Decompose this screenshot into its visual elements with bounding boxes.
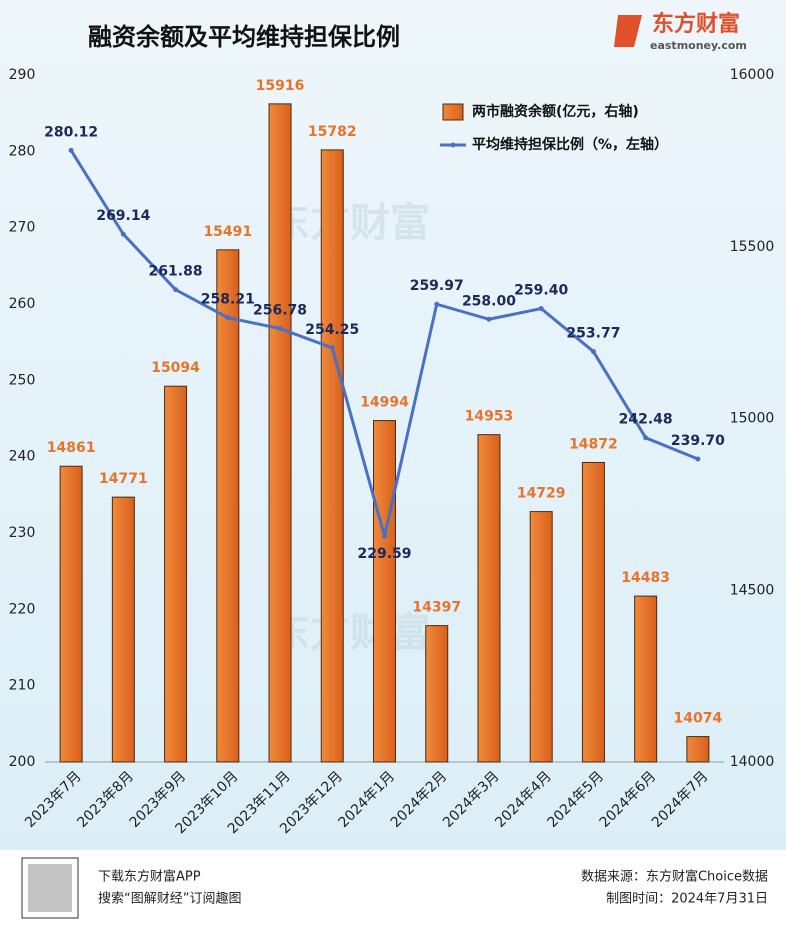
line-label: 229.59 (357, 546, 411, 562)
bar-label: 14074 (674, 711, 723, 727)
y2-tick-label: 14500 (730, 582, 775, 598)
line-label: 261.88 (149, 264, 203, 280)
bar-label: 15094 (151, 360, 200, 376)
y-tick-label: 210 (9, 678, 36, 694)
chart-title: 融资余额及平均维持担保比例 (88, 23, 400, 51)
watermark: 东方财富 (270, 610, 430, 656)
bar (59, 465, 83, 763)
line-label: 259.97 (410, 278, 464, 294)
line-point (68, 147, 74, 153)
line-label: 253.77 (566, 326, 620, 342)
bar (425, 625, 449, 763)
line-label: 256.78 (253, 303, 307, 319)
y2-tick-label: 14000 (730, 754, 775, 770)
bar (477, 434, 501, 763)
bar-label: 14994 (360, 395, 409, 411)
line-point (329, 345, 335, 351)
legend-swatch (442, 103, 464, 121)
y-tick-label: 230 (9, 525, 36, 541)
logo-site: eastmoney.com (650, 39, 747, 52)
y-tick-label: 270 (9, 220, 36, 236)
line-point (434, 301, 440, 307)
logo-name: 东方财富 (652, 11, 740, 37)
y2-tick-label: 15000 (730, 411, 775, 427)
line-label: 259.40 (514, 283, 568, 299)
bar-label: 15916 (256, 78, 305, 94)
bar-label: 14483 (621, 570, 670, 586)
bar (529, 511, 553, 763)
bar (164, 385, 188, 763)
bar-label: 15491 (203, 224, 252, 240)
bar (320, 149, 344, 763)
y2-tick-label: 15500 (730, 239, 775, 255)
bar-label: 14397 (412, 600, 461, 616)
line-label: 254.25 (305, 322, 359, 338)
bar (216, 249, 240, 763)
y-tick-label: 260 (9, 296, 36, 312)
line-point (277, 326, 283, 332)
bar (111, 496, 135, 763)
line-point (120, 231, 126, 237)
bar (268, 103, 292, 763)
y2-tick-label: 16000 (730, 67, 775, 83)
footer-app: 下载东方财富APP (98, 869, 201, 885)
line-point (538, 306, 544, 312)
line-label: 242.48 (619, 412, 673, 428)
line-point (225, 315, 231, 321)
bar (686, 736, 710, 763)
y-tick-label: 220 (9, 601, 36, 617)
qr-pattern (28, 864, 72, 912)
line-point (486, 316, 492, 322)
line-point (643, 435, 649, 441)
line-label: 269.14 (96, 208, 150, 224)
legend-label: 平均维持担保比例（%，左轴） (472, 136, 668, 153)
y-tick-label: 280 (9, 143, 36, 159)
bar-label: 14861 (47, 440, 96, 456)
footer-bg (0, 850, 786, 927)
bar-label: 14953 (465, 409, 514, 425)
watermark: 东方财富 (270, 200, 430, 246)
footer-date: 制图时间：2024年7月31日 (606, 892, 768, 907)
y-tick-label: 290 (9, 67, 36, 83)
y-tick-label: 200 (9, 754, 36, 770)
line-label: 280.12 (44, 124, 98, 140)
footer-source: 数据来源：东方财富Choice数据 (581, 869, 768, 885)
legend-dot (450, 142, 456, 148)
legend-label: 两市融资余额(亿元，右轴) (472, 103, 639, 120)
line-point (695, 456, 701, 462)
bar-label: 15782 (308, 124, 357, 140)
y-tick-label: 250 (9, 372, 36, 388)
bar-label: 14771 (99, 471, 148, 487)
line-point (590, 349, 596, 355)
logo-icon (614, 15, 642, 47)
line-point (173, 287, 179, 293)
bar (634, 595, 658, 763)
bar (373, 420, 396, 763)
bar-label: 14729 (517, 486, 566, 502)
line-label: 258.21 (201, 292, 255, 308)
y-tick-label: 240 (9, 449, 36, 465)
footer-search: 搜索“图解财经”订阅趣图 (98, 892, 241, 907)
line-label: 239.70 (671, 433, 725, 449)
bar (581, 461, 605, 763)
line-label: 258.00 (462, 293, 516, 309)
line-point (382, 533, 387, 539)
bar-label: 14872 (569, 436, 618, 452)
